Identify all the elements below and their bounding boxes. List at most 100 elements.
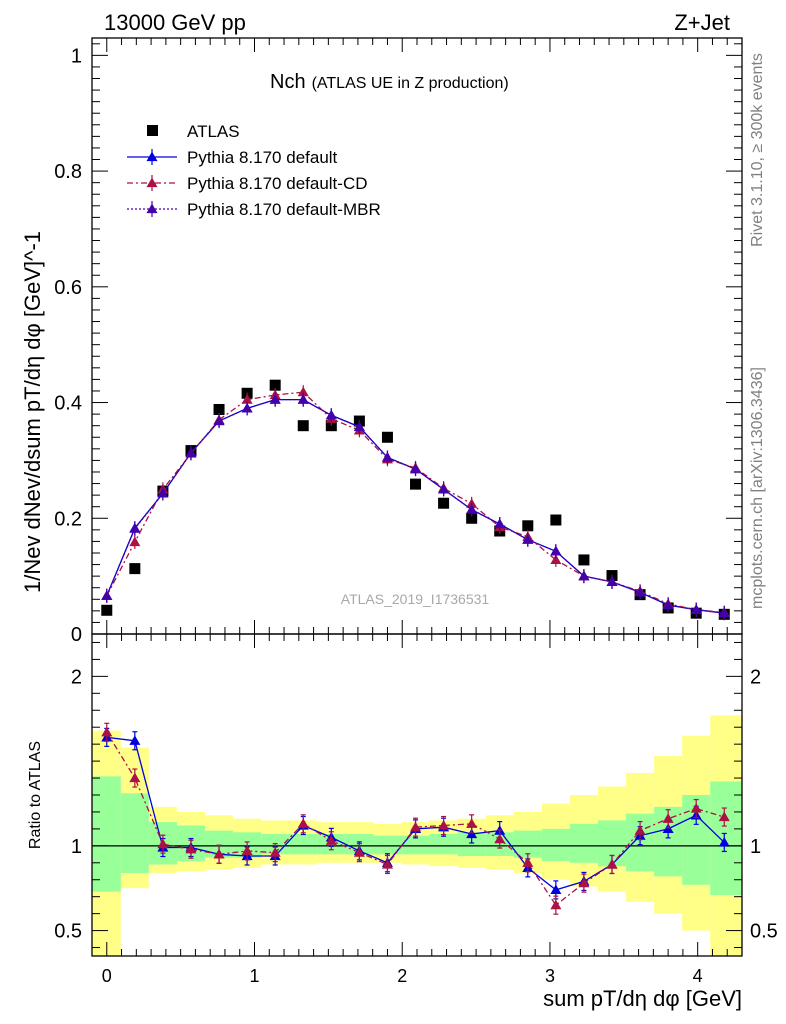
- legend-pythia-8-170-default-cd-label: Pythia 8.170 default-CD: [187, 174, 368, 193]
- ratio-tick-label-right: 0.5: [750, 921, 778, 943]
- pythia-8-170-default-mbr-marker: [550, 545, 562, 556]
- pythia-8-170-default-cd-ratio-marker: [690, 803, 702, 813]
- pythia-8-170-default-cd-marker: [297, 386, 309, 397]
- pythia-8-170-default-cd-ratio-marker: [381, 858, 393, 869]
- pythia-8-170-default-cd-ratio-marker: [662, 813, 674, 823]
- x-axis-label: sum pT/dη dφ [GeV]: [543, 986, 742, 1011]
- pythia-8-170-default-cd-ratio-marker: [101, 726, 113, 737]
- legend-pythia-8-170-default-mbr-label: Pythia 8.170 default-MBR: [187, 200, 381, 219]
- plot-title-main: Nch: [270, 71, 306, 93]
- legend-pythia-8-170-default-cd-marker: [146, 177, 158, 188]
- pythia-8-170-default-cd-ratio-marker: [325, 835, 337, 845]
- pythia-8-170-default-mbr-marker: [325, 409, 337, 420]
- axes: 0 1 2 3 4 0 0.2 0.4 0.6 0.8 1 0.5 0.5 1 1 2 2: [54, 37, 778, 986]
- pythia-8-170-default-cd-ratio-marker: [578, 877, 590, 888]
- atlas-data-point: [297, 420, 309, 432]
- atlas-data-point: [129, 563, 141, 575]
- pythia-8-170-default-cd-marker: [550, 554, 562, 565]
- legend-pythia-8-170-default-marker: [146, 151, 158, 162]
- pythia-8-170-default-mbr-marker: [381, 452, 393, 462]
- green-band-bin: [120, 793, 149, 873]
- green-band-bin: [710, 781, 742, 895]
- pythia-8-170-default-cd-ratio-marker: [241, 845, 253, 856]
- atlas-data-point: [410, 478, 422, 490]
- pythia-8-170-default-ratio-marker: [550, 884, 562, 895]
- pythia-8-170-default-cd-ratio-marker: [606, 858, 618, 869]
- pythia-8-170-default-cd-ratio-marker: [129, 772, 141, 783]
- atlas-data-point: [550, 514, 562, 526]
- pythia-8-170-default-mbr-marker: [353, 421, 365, 431]
- pythia-8-170-default-mbr-marker: [129, 523, 141, 533]
- green-band-bin: [289, 833, 318, 855]
- plot-title: Nch (ATLAS UE in Z production): [270, 71, 509, 93]
- green-band-bin: [541, 828, 570, 862]
- pythia-8-170-default-mbr-marker: [718, 607, 730, 618]
- ratio-tick-label-left: 2: [71, 666, 82, 688]
- pythia-8-170-default-mbr-marker: [438, 483, 450, 494]
- pythia-8-170-default-cd-marker: [241, 394, 253, 404]
- process-label: Z+Jet: [674, 10, 730, 35]
- legend-atlas-marker: [147, 125, 158, 136]
- atlas-data-point: [438, 497, 450, 509]
- green-band-bin: [429, 833, 458, 855]
- pythia-8-170-default-cd-ratio-marker: [297, 818, 309, 828]
- atlas-data-point: [381, 431, 393, 443]
- ratio-error-bands: [92, 715, 742, 956]
- atlas-data-point: [269, 379, 281, 391]
- pythia-8-170-default-mbr-marker: [185, 447, 197, 458]
- energy-label: 13000 GeV pp: [104, 10, 246, 35]
- atlas-data-point: [522, 520, 534, 532]
- y-tick-label: 1: [71, 45, 82, 67]
- pythia-8-170-default-cd-ratio-marker: [550, 899, 562, 910]
- legend-pythia-8-170-default-label: Pythia 8.170 default: [187, 148, 338, 167]
- pythia-8-170-default-cd-ratio-marker: [157, 838, 169, 849]
- y-tick-label: 0.2: [54, 508, 82, 530]
- x-tick-label: 1: [249, 966, 259, 986]
- pythia-8-170-default-cd-ratio-marker: [410, 821, 422, 832]
- ratio-tick-label-right: 1: [750, 836, 761, 858]
- ratio-tick-label-right: 2: [750, 666, 761, 688]
- x-tick-label: 0: [102, 966, 112, 986]
- plot-subtitle: (ATLAS UE in Z production): [312, 75, 509, 92]
- legend: ATLAS Pythia 8.170 default Pythia 8.170 de…: [127, 122, 381, 219]
- pythia-8-170-default-ratio-marker: [129, 735, 141, 745]
- pythia-8-170-default-cd-ratio-marker: [269, 847, 281, 857]
- pythia-8-170-default-mbr-marker: [634, 586, 646, 597]
- pythia-8-170-default-mbr-marker: [101, 590, 113, 600]
- atlas-data-point: [578, 554, 590, 566]
- pythia-8-170-default-cd-ratio-marker: [353, 847, 365, 857]
- x-tick-label: 4: [693, 966, 703, 986]
- mcplots-label: mcplots.cern.ch [arXiv:1306.3436]: [749, 367, 766, 609]
- pythia-8-170-default-cd-ratio-marker: [466, 818, 478, 828]
- ratio-y-axis-label: Ratio to ATLAS: [27, 741, 44, 849]
- green-band-bin: [569, 823, 598, 863]
- pythia-8-170-default-cd-ratio-marker: [213, 848, 225, 859]
- ratio-tick-label-left: 1: [71, 836, 82, 858]
- pythia-8-170-default-cd-ratio-marker: [494, 833, 506, 844]
- y-tick-label: 0: [71, 624, 82, 646]
- atlas-data-point: [213, 403, 225, 415]
- pythia-8-170-default-cd-ratio-marker: [438, 820, 450, 830]
- pythia-8-170-default-ratio-marker: [718, 836, 730, 847]
- legend-pythia-8-170-default-mbr-marker: [146, 203, 158, 214]
- pythia-8-170-default-mbr-marker: [690, 604, 702, 614]
- pythia-8-170-default-mbr-marker: [297, 394, 309, 404]
- pythia-8-170-default-mbr-marker: [578, 570, 590, 581]
- y-tick-label: 0.8: [54, 161, 82, 183]
- pythia-8-170-default-mbr-marker: [269, 394, 281, 404]
- analysis-watermark: ATLAS_2019_I1736531: [341, 591, 490, 607]
- pythia-8-170-default-mbr-marker: [410, 463, 422, 474]
- pythia-8-170-default-mbr-marker: [662, 599, 674, 610]
- pythia-8-170-default-mbr-marker: [213, 415, 225, 426]
- x-tick-label: 3: [545, 966, 555, 986]
- legend-atlas-label: ATLAS: [187, 122, 240, 141]
- pythia-8-170-default-mbr-marker: [522, 534, 534, 544]
- green-band-bin: [373, 835, 402, 855]
- pythia-8-170-default-mbr-line: [106, 399, 725, 614]
- pythia-8-170-default-cd-ratio-marker: [185, 843, 197, 854]
- y-tick-label: 0.4: [54, 393, 82, 415]
- green-band-bin: [401, 835, 430, 855]
- main-plot-area: [101, 379, 730, 621]
- pythia-8-170-default-mbr-marker: [466, 504, 478, 514]
